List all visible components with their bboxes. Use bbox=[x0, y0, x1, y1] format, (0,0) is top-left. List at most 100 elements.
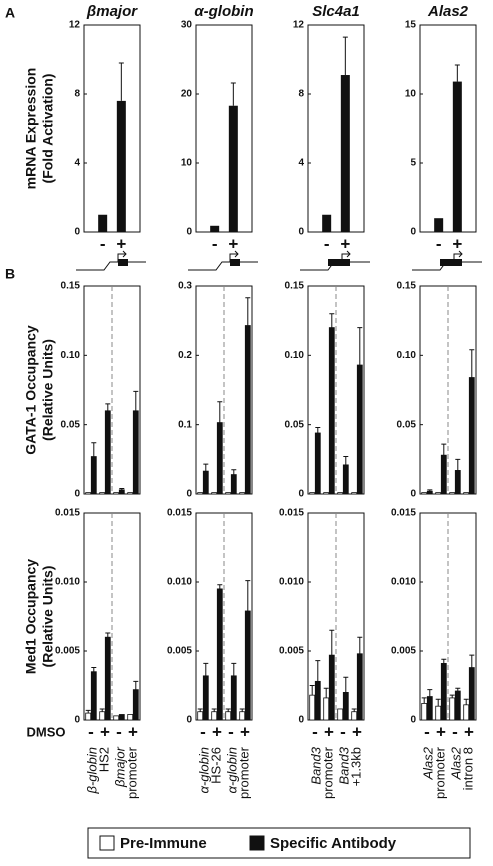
y-tick-label: 0 bbox=[74, 489, 80, 500]
y-tick-label: 0.005 bbox=[279, 646, 304, 657]
error-bar bbox=[119, 487, 125, 490]
error-bar bbox=[357, 636, 363, 654]
x-tick-label: - bbox=[88, 722, 94, 741]
x-tick-label: - bbox=[340, 722, 346, 741]
error-bar bbox=[85, 709, 91, 714]
y-tick-label: 12 bbox=[293, 20, 305, 31]
error-bar bbox=[315, 660, 321, 682]
y-tick-label: 0 bbox=[298, 227, 304, 238]
error-bar bbox=[133, 390, 139, 411]
x-tick-label: + bbox=[116, 234, 126, 253]
bar bbox=[98, 214, 108, 232]
y-tick-label: 0.05 bbox=[285, 419, 305, 430]
y-tick-label: 0.015 bbox=[55, 508, 80, 519]
bar bbox=[104, 636, 111, 721]
error-bar bbox=[133, 680, 139, 690]
error-bar bbox=[309, 685, 315, 696]
group-label: HS2 bbox=[96, 747, 111, 772]
y-tick-label: 0.05 bbox=[61, 419, 81, 430]
y-axis-label: mRNA Expression bbox=[23, 68, 39, 190]
gene-box bbox=[230, 259, 240, 266]
error-bar bbox=[435, 698, 441, 707]
bar bbox=[452, 81, 462, 232]
y-tick-label: 0.005 bbox=[167, 646, 192, 657]
x-tick-label: - bbox=[424, 722, 430, 741]
x-tick-label: - bbox=[200, 722, 206, 741]
y-tick-label: 0.10 bbox=[61, 350, 81, 361]
y-tick-label: 0 bbox=[298, 715, 304, 726]
bar bbox=[309, 694, 316, 721]
bar bbox=[356, 364, 363, 495]
chart-title: α-globin bbox=[194, 3, 253, 20]
chart-title: Alas2 bbox=[427, 3, 469, 20]
error-bar bbox=[231, 662, 237, 676]
error-bar bbox=[203, 662, 209, 676]
legend-swatch bbox=[99, 835, 115, 851]
bar bbox=[342, 464, 349, 495]
y-tick-label: 12 bbox=[69, 20, 81, 31]
panel-label: A bbox=[5, 5, 15, 21]
bar bbox=[434, 218, 444, 232]
bar bbox=[90, 671, 97, 721]
y-tick-label: 20 bbox=[181, 89, 193, 100]
bar bbox=[322, 214, 332, 232]
error-bar bbox=[441, 443, 447, 456]
tss-arrow bbox=[229, 250, 239, 262]
y-tick-label: 0 bbox=[186, 489, 192, 500]
y-tick-label: 0.15 bbox=[61, 281, 81, 292]
x-tick-label: - bbox=[116, 722, 122, 741]
y-tick-label: 0 bbox=[410, 489, 416, 500]
plot-frame bbox=[419, 512, 477, 721]
bar bbox=[314, 432, 321, 495]
error-bar bbox=[441, 658, 447, 664]
error-bar bbox=[211, 708, 217, 712]
error-bar bbox=[91, 667, 97, 672]
y-tick-label: 0.015 bbox=[391, 508, 416, 519]
error-bar bbox=[421, 697, 427, 704]
x-tick-label: + bbox=[128, 722, 138, 741]
x-tick-label: + bbox=[324, 722, 334, 741]
bar bbox=[211, 492, 218, 495]
bar bbox=[426, 696, 433, 721]
legend-swatch bbox=[249, 835, 265, 851]
error-bar bbox=[469, 654, 475, 668]
group-label: Band3 bbox=[336, 746, 351, 784]
y-tick-label: 30 bbox=[181, 20, 193, 31]
gene-box bbox=[118, 259, 128, 266]
bar bbox=[239, 492, 246, 495]
bar bbox=[421, 703, 428, 721]
plot-frame bbox=[83, 24, 141, 233]
error-bar bbox=[197, 708, 203, 712]
y-tick-label: 0.005 bbox=[55, 646, 80, 657]
error-bar bbox=[454, 64, 460, 82]
error-bar bbox=[343, 456, 349, 465]
bar bbox=[104, 410, 111, 495]
bar bbox=[116, 100, 126, 233]
x-tick-label: - bbox=[324, 234, 330, 253]
y-tick-label: 0.3 bbox=[178, 281, 192, 292]
x-tick-label: + bbox=[352, 722, 362, 741]
bar bbox=[230, 474, 237, 495]
bar bbox=[351, 711, 358, 721]
y-tick-label: 0.015 bbox=[279, 508, 304, 519]
y-tick-label: 4 bbox=[298, 158, 304, 169]
plot-frame bbox=[419, 24, 477, 233]
x-tick-label: - bbox=[452, 722, 458, 741]
bar bbox=[342, 692, 349, 721]
bar bbox=[323, 697, 330, 721]
bar bbox=[463, 492, 470, 495]
y-axis-label: (Relative Units) bbox=[40, 566, 56, 668]
group-label: promoter bbox=[320, 746, 335, 799]
bar bbox=[202, 675, 209, 721]
x-tick-label: + bbox=[212, 722, 222, 741]
group-label: β-globin bbox=[84, 747, 99, 794]
plot-frame bbox=[195, 24, 253, 233]
bar bbox=[210, 225, 220, 232]
y-tick-label: 0.15 bbox=[285, 281, 305, 292]
x-tick-label: + bbox=[436, 722, 446, 741]
bar bbox=[440, 663, 447, 721]
bar bbox=[99, 492, 106, 495]
bar bbox=[454, 470, 461, 495]
group-label: α-globin bbox=[196, 747, 211, 793]
bar bbox=[132, 410, 139, 495]
